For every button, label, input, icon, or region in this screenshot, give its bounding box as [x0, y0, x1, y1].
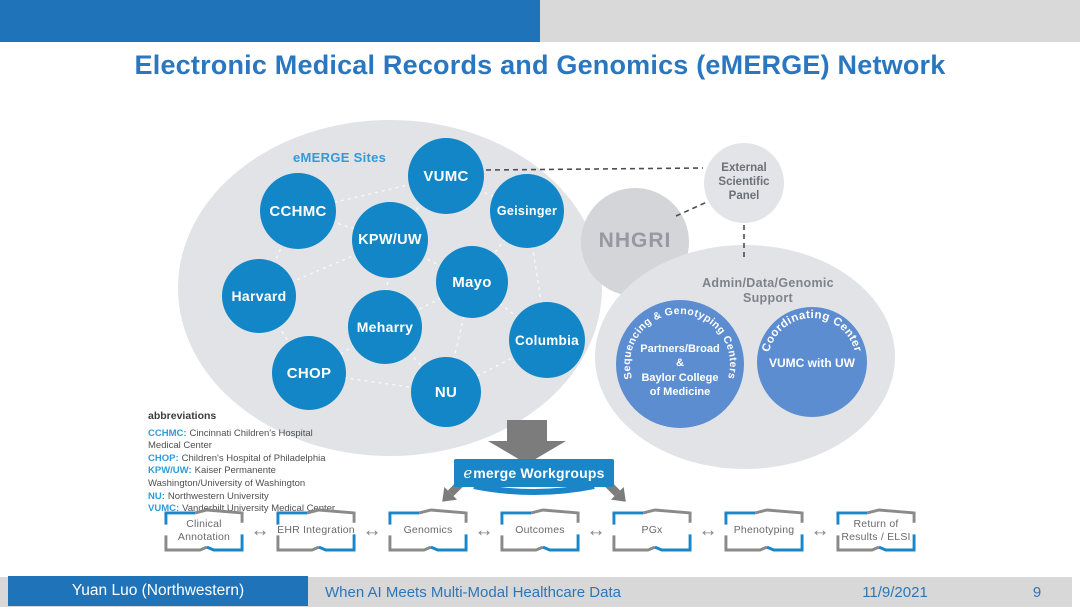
workgroups-row: Clinical Annotation ↔ EHR Integration ↔ … — [163, 508, 917, 553]
sequencing-line-2: & — [676, 357, 684, 370]
site-circle-chop: CHOP — [272, 336, 346, 410]
banner-italic-e: e — [463, 464, 473, 482]
abbreviation-item: CCHMC: Cincinnati Children's Hospital Med… — [148, 428, 344, 453]
workgroup-label: Clinical Annotation — [177, 518, 231, 543]
abbreviation-value: Kaiser Permanente Washington/University … — [148, 465, 306, 489]
top-right-gray-band — [540, 0, 1080, 42]
abbreviations-block: abbreviations CCHMC: Cincinnati Children'… — [148, 410, 344, 516]
down-arrow-icon — [488, 420, 566, 464]
sequencing-line-3: Baylor College — [641, 371, 719, 384]
workgroup-label: PGx — [641, 524, 663, 537]
workgroup-box-genomics: Genomics — [387, 508, 469, 553]
footer-page-number: 9 — [1032, 583, 1042, 601]
workgroups-banner: e merge Workgroups — [454, 459, 614, 487]
workgroup-box-ehr-integration: EHR Integration — [275, 508, 357, 553]
banner-text: merge Workgroups — [473, 465, 605, 481]
site-circle-vumc: VUMC — [408, 138, 484, 214]
sequencing-center-circle — [616, 300, 744, 428]
workgroup-label: Outcomes — [515, 524, 565, 537]
site-circle-columbia: Columbia — [509, 302, 585, 378]
workgroup-box-outcomes: Outcomes — [499, 508, 581, 553]
footer-date: 11/9/2021 — [862, 583, 928, 601]
site-circle-meharry: Meharry — [348, 290, 422, 364]
double-arrow-icon: ↔ — [698, 519, 718, 541]
panel-links — [485, 167, 745, 261]
nhgri-label: NHGRI — [598, 229, 672, 252]
abbreviation-item: CHOP: Children's Hospital of Philadelphia — [148, 453, 344, 466]
abbreviation-value: Cincinnati Children's Hospital Medical C… — [148, 427, 313, 452]
double-arrow-icon: ↔ — [586, 519, 606, 541]
sequencing-line-1: Partners/Broad — [640, 343, 720, 355]
coordinating-center-circle — [757, 307, 867, 417]
workgroup-label: EHR Integration — [277, 524, 355, 537]
workgroup-box-clinical-annotation: Clinical Annotation — [163, 508, 245, 553]
abbreviation-value: Vanderbilt University Medical Center — [182, 503, 336, 515]
footer-author: Yuan Luo (Northwestern) — [8, 576, 308, 606]
abbreviation-key: CHOP: — [148, 452, 179, 464]
workgroup-box-phenotyping: Phenotyping — [723, 508, 805, 553]
site-circle-nu: NU — [411, 357, 481, 427]
top-left-blue-band — [0, 0, 540, 42]
double-arrow-icon: ↔ — [474, 519, 494, 541]
double-arrow-icon: ↔ — [250, 519, 270, 541]
external-panel-circle — [704, 143, 784, 223]
abbreviation-item: VUMC: Vanderbilt University Medical Cente… — [148, 503, 344, 516]
workgroup-label: Return of Results / ELSI — [841, 518, 911, 543]
abbreviation-key: NU: — [148, 490, 165, 502]
site-circle-harvard: Harvard — [222, 259, 296, 333]
site-circle-geisinger: Geisinger — [490, 174, 564, 248]
external-scientific-panel-label: External Scientific Panel — [718, 162, 770, 202]
abbreviation-item: NU: Northwestern University — [148, 491, 344, 504]
workgroup-box-pgx: PGx — [611, 508, 693, 553]
double-arrow-icon: ↔ — [810, 519, 830, 541]
abbreviation-value: Children's Hospital of Philadelphia — [181, 452, 326, 464]
sequencing-line-4: of Medicine — [649, 385, 711, 398]
abbreviation-key: KPW/UW: — [148, 465, 192, 477]
site-circle-cchmc: CCHMC — [260, 173, 336, 249]
abbreviation-item: KPW/UW: Kaiser Permanente Washington/Univ… — [148, 465, 344, 490]
workgroup-label: Genomics — [403, 524, 453, 537]
site-circle-mayo: Mayo — [436, 246, 508, 318]
page-title: Electronic Medical Records and Genomics … — [134, 50, 946, 80]
double-arrow-icon: ↔ — [362, 519, 382, 541]
footer-subtitle: When AI Meets Multi-Modal Healthcare Dat… — [325, 583, 621, 601]
abbreviation-value: Northwestern University — [167, 490, 269, 502]
abbreviations-heading: abbreviations — [148, 410, 217, 422]
emerge-sites-label: eMERGE Sites — [293, 150, 387, 165]
admin-support-title: Admin/Data/Genomic Support — [702, 276, 834, 305]
coordinating-center-body: VUMC with UW — [769, 356, 855, 370]
workgroup-box-return-of-results: Return of Results / ELSI — [835, 508, 917, 553]
abbreviation-key: CCHMC: — [148, 427, 187, 439]
abbreviation-key: VUMC: — [148, 503, 180, 515]
workgroup-label: Phenotyping — [733, 524, 795, 537]
site-circle-kpwuw: KPW/UW — [352, 202, 428, 278]
ribbon-underside — [473, 483, 595, 495]
sequencing-center-body: Partners/Broad & Baylor College of Medic… — [620, 342, 740, 399]
